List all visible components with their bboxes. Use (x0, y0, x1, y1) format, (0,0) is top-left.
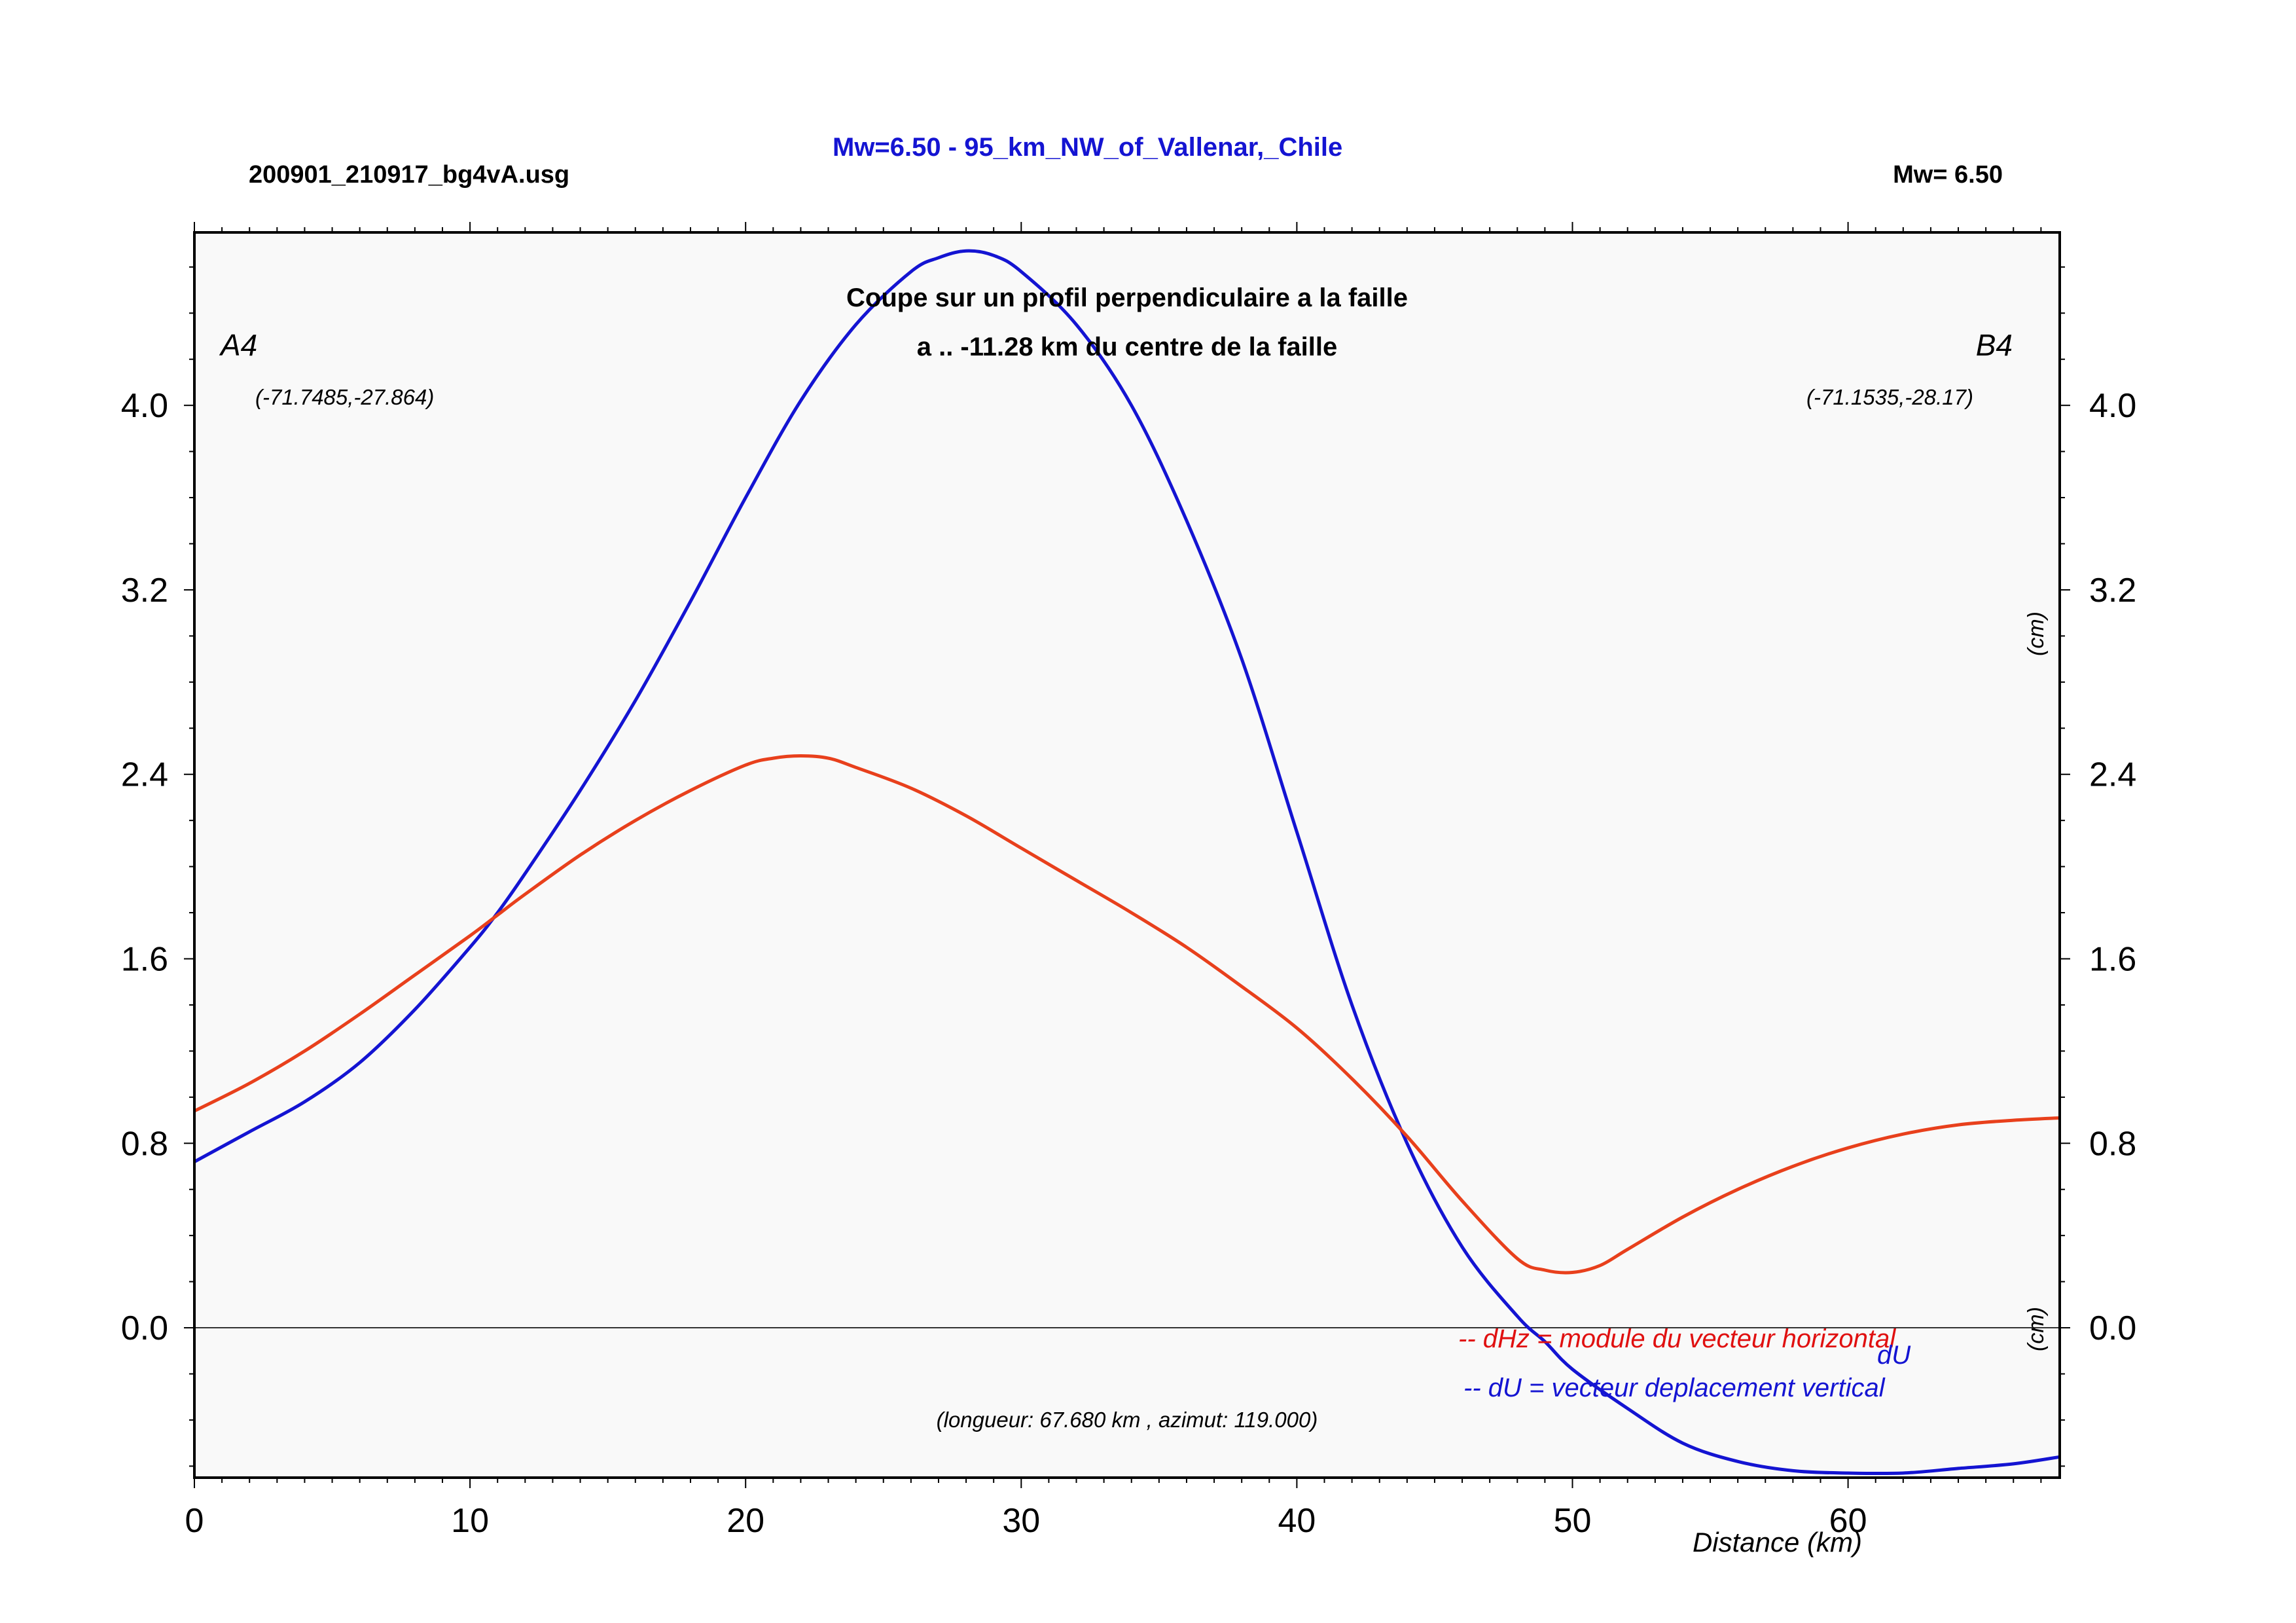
y-tick-label-right: 1.6 (2089, 941, 2136, 979)
end-point-label: B4 (1976, 328, 2013, 362)
x-axis: 0 10 20 30 40 50 60 (185, 1502, 1867, 1540)
x-tick-label: 10 (451, 1502, 489, 1540)
x-tick-label: 50 (1554, 1502, 1592, 1540)
y-tick-label-right: 0.8 (2089, 1125, 2136, 1163)
y-tick-label-left: 1.6 (121, 941, 168, 979)
x-axis-title: Distance (km) (1693, 1527, 1862, 1558)
y-tick-label-left: 0.0 (121, 1309, 168, 1347)
x-tick-label: 20 (726, 1502, 764, 1540)
right-unit-lower: (cm) (2024, 1307, 2049, 1351)
right-unit-upper: (cm) (2024, 611, 2049, 656)
plot-frame (193, 231, 2061, 1479)
legend-du: -- dU = vecteur deplacement vertical (1463, 1374, 1886, 1402)
header-filename: 200901_210917_bg4vA.usg (249, 161, 569, 189)
y-tick-label-right: 4.0 (2089, 387, 2136, 425)
plot-background (194, 232, 2060, 1478)
y-tick-label-left: 3.2 (121, 572, 168, 610)
y-tick-label-right: 3.2 (2089, 572, 2136, 610)
x-tick-label: 60 (1829, 1502, 1867, 1540)
profile-title-line1: Coupe sur un profil perpendiculaire a la… (846, 283, 1408, 312)
series-line-dhz (193, 754, 2060, 1275)
start-point-label: A4 (219, 328, 257, 362)
series-line-du (193, 249, 2060, 1476)
y-tick-label-left: 2.4 (121, 756, 168, 794)
y-tick-label-right: 2.4 (2089, 756, 2136, 794)
end-point-coords: (-71.1535,-28.17) (1806, 385, 1973, 409)
x-tick-label: 0 (185, 1502, 204, 1540)
x-tick-label: 30 (1002, 1502, 1040, 1540)
start-point-coords: (-71.7485,-27.864) (255, 385, 434, 409)
y-tick-label-right: 0.0 (2089, 1309, 2136, 1347)
y-axis-left: 0.0 0.8 1.6 2.4 3.2 4.0 (121, 387, 168, 1347)
legend-dhz: -- dHz = module du vecteur horizontal (1458, 1324, 1896, 1353)
profile-title-line2: a .. -11.28 km du centre de la faille (917, 333, 1338, 361)
header-magnitude: Mw= 6.50 (1893, 161, 2003, 189)
y-tick-label-left: 0.8 (121, 1125, 168, 1163)
y-tick-label-left: 4.0 (121, 387, 168, 425)
du-curve-tag: dU (1877, 1341, 1911, 1370)
series-layer (193, 249, 2060, 1476)
y-axis-right: 0.0 0.8 1.6 2.4 3.2 4.0 (2089, 387, 2136, 1347)
profile-length-note: (longueur: 67.680 km , azimut: 119.000) (937, 1408, 1318, 1432)
x-tick-label: 40 (1278, 1502, 1316, 1540)
header-event-title: Mw=6.50 - 95_km_NW_of_Vallenar,_Chile (833, 133, 1342, 162)
